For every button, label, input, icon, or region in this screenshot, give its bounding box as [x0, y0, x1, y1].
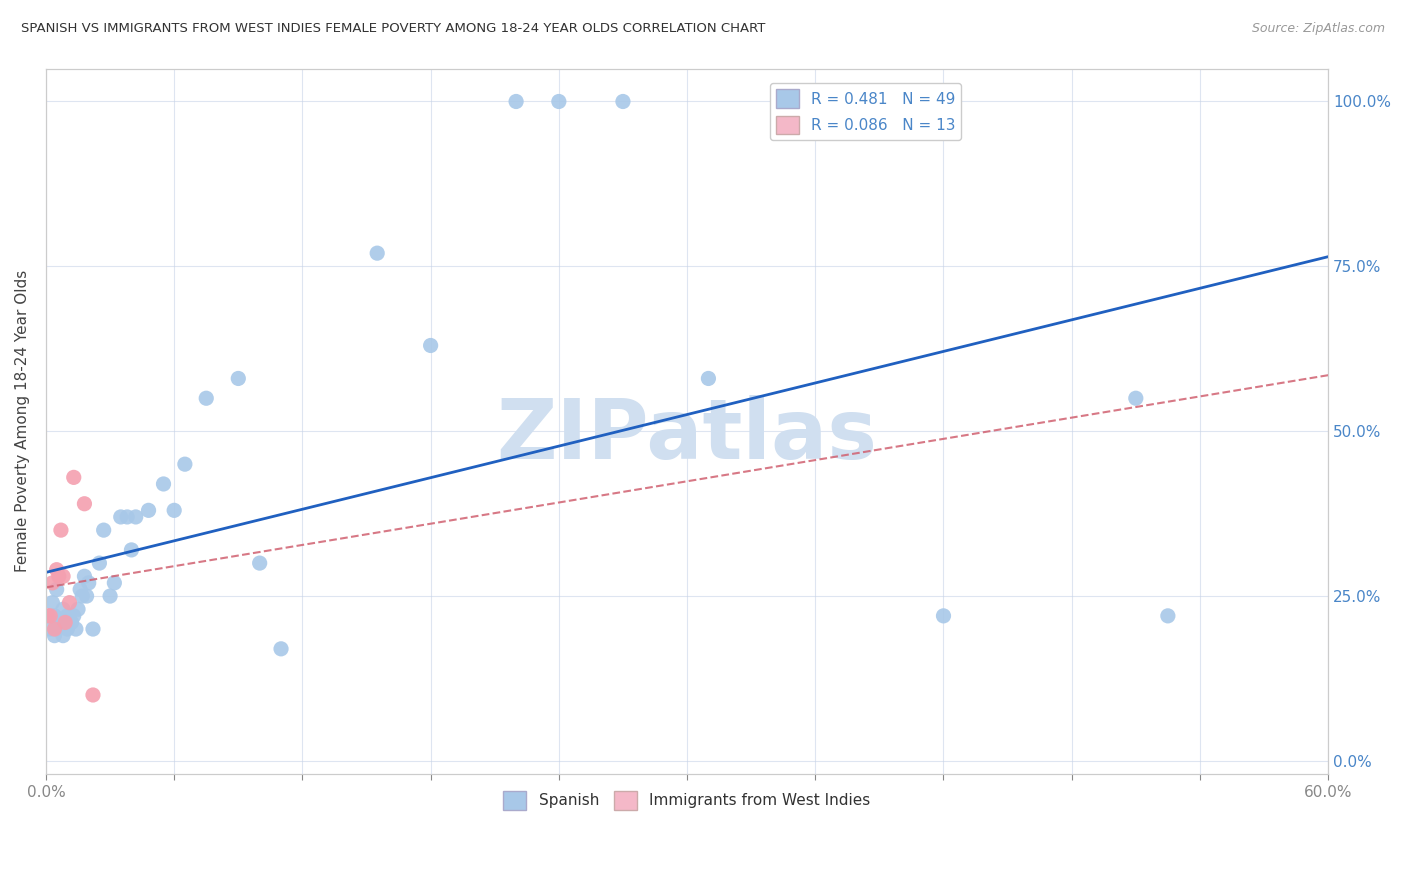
Point: [173, 457, 195, 471]
Point: [125, 510, 148, 524]
Point: [44, 608, 66, 623]
Point: [89, 556, 111, 570]
Point: [697, 371, 720, 385]
Point: [76, 589, 98, 603]
Point: [82, 688, 104, 702]
Point: [547, 95, 569, 109]
Point: [77, 575, 100, 590]
Point: [45, 563, 67, 577]
Point: [56, 622, 79, 636]
Point: [49, 523, 72, 537]
Point: [66, 602, 89, 616]
Point: [62, 470, 84, 484]
Point: [52, 602, 75, 616]
Point: [1157, 608, 1180, 623]
Point: [120, 542, 142, 557]
Point: [45, 622, 67, 636]
Point: [72, 589, 94, 603]
Point: [62, 608, 84, 623]
Point: [366, 246, 388, 260]
Point: [48, 615, 70, 630]
Point: [53, 615, 76, 630]
Point: [270, 641, 292, 656]
Point: [82, 622, 104, 636]
Point: [56, 608, 79, 623]
Point: [612, 95, 634, 109]
Text: ZIPatlas: ZIPatlas: [496, 395, 877, 476]
Legend: Spanish, Immigrants from West Indies: Spanish, Immigrants from West Indies: [498, 785, 877, 816]
Point: [249, 556, 271, 570]
Point: [110, 510, 132, 524]
Text: SPANISH VS IMMIGRANTS FROM WEST INDIES FEMALE POVERTY AMONG 18-24 YEAR OLDS CORR: SPANISH VS IMMIGRANTS FROM WEST INDIES F…: [21, 22, 765, 36]
Point: [52, 629, 75, 643]
Point: [152, 477, 174, 491]
Point: [73, 569, 96, 583]
Point: [53, 615, 76, 630]
Point: [195, 391, 218, 405]
Point: [505, 95, 527, 109]
Point: [52, 569, 75, 583]
Point: [58, 596, 80, 610]
Point: [98, 589, 121, 603]
Point: [226, 371, 249, 385]
Point: [93, 523, 115, 537]
Point: [48, 569, 70, 583]
Point: [60, 615, 83, 630]
Point: [45, 582, 67, 597]
Point: [932, 608, 955, 623]
Point: [73, 497, 96, 511]
Point: [138, 503, 160, 517]
Text: Source: ZipAtlas.com: Source: ZipAtlas.com: [1251, 22, 1385, 36]
Point: [419, 338, 441, 352]
Point: [49, 615, 72, 630]
Point: [58, 608, 80, 623]
Point: [39, 622, 62, 636]
Point: [41, 575, 63, 590]
Point: [115, 510, 138, 524]
Point: [44, 629, 66, 643]
Point: [65, 622, 87, 636]
Point: [41, 596, 63, 610]
Point: [69, 582, 91, 597]
Point: [1125, 391, 1147, 405]
Y-axis label: Female Poverty Among 18-24 Year Olds: Female Poverty Among 18-24 Year Olds: [15, 270, 30, 573]
Point: [37, 608, 59, 623]
Point: [44, 622, 66, 636]
Point: [39, 608, 62, 623]
Point: [103, 575, 125, 590]
Point: [163, 503, 186, 517]
